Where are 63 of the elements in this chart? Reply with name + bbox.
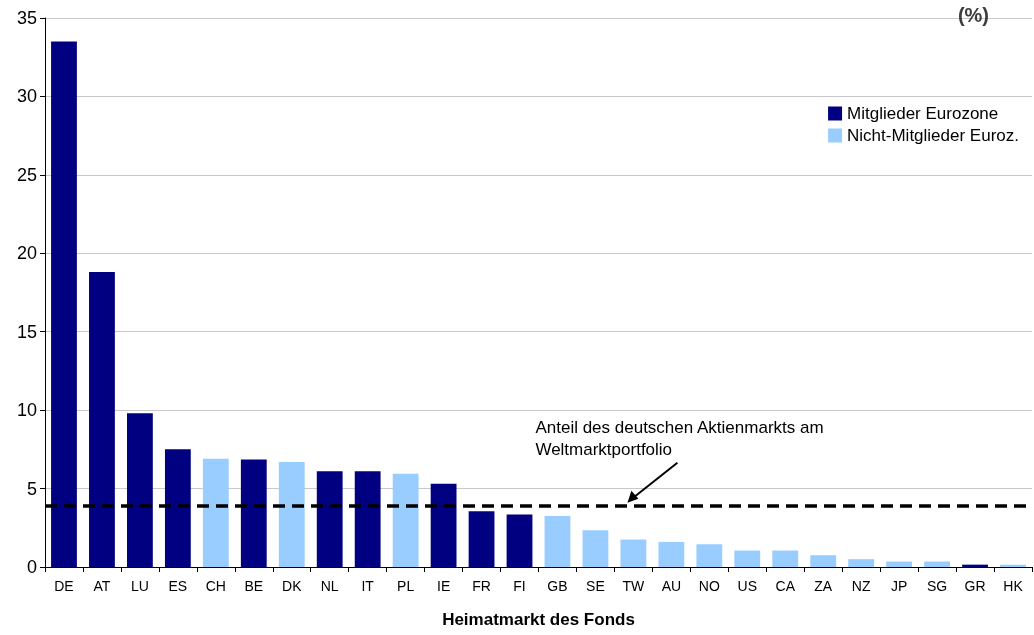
bar [240,459,267,567]
x-tick-label: FI [513,578,526,594]
legend-label: Nicht-Mitglieder Euroz. [847,126,1020,145]
x-tick-label: SG [926,578,948,594]
bar [620,539,647,567]
y-tick-label: 20 [16,243,37,264]
x-tick-label: LU [130,578,149,594]
x-tick-label: IE [436,578,451,594]
x-tick-label: NZ [851,578,871,594]
x-tick-label: AU [661,578,682,594]
bar [51,41,77,567]
x-tick-label: TW [622,578,646,594]
x-tick-label: CA [775,578,796,594]
bar [544,516,571,567]
bar [164,449,191,567]
bar [582,530,609,567]
x-tick-label: NO [698,578,720,594]
x-tick-label: ZA [814,578,833,594]
y-tick-label: 25 [16,164,37,185]
x-tick-label: SE [586,578,605,594]
bar [127,413,153,567]
x-tick-label: AT [93,578,111,594]
bar [354,471,381,567]
bar [89,272,115,567]
bar [734,550,761,567]
legend-label: Mitglieder Eurozone [847,104,999,123]
bar [202,458,229,567]
bar [848,559,875,567]
bar [430,483,457,567]
bar [924,561,950,567]
x-axis-title: Heimatmarkt des Fonds [442,610,635,629]
bar [468,511,495,567]
chart-title: (%) [957,4,990,26]
bar [392,473,419,567]
y-tick-label: 0 [26,557,37,577]
bar [696,544,723,567]
bar [506,514,533,567]
x-tick-label: JP [890,578,908,594]
y-tick-label: 35 [16,8,37,28]
bar [772,550,799,567]
x-tick-label: BE [244,578,264,594]
x-tick-label: HK [1003,578,1024,594]
x-tick-label: ES [168,578,188,594]
x-tick-label: IT [361,578,375,594]
y-tick-label: 15 [16,321,37,342]
x-tick-label: FR [472,578,491,594]
y-tick-label: 5 [26,478,37,499]
bar [810,555,837,567]
x-tick-label: NL [320,578,339,594]
bar [316,471,343,567]
bar [886,561,913,567]
bar [658,541,685,567]
annotation: Anteil des deutschen Aktienmarkts am Weltmarktportfolio [535,418,829,460]
x-tick-label: GR [964,578,986,594]
x-tick-label: CH [205,578,226,594]
x-tick-label: PL [397,578,415,594]
y-tick-label: 10 [16,400,37,421]
x-tick-label: DK [282,578,303,594]
x-tick-label: DE [54,578,74,594]
y-tick-label: 30 [16,86,37,107]
bar [278,461,305,567]
x-tick-label: US [737,578,758,594]
x-tick-label: GB [547,578,568,594]
